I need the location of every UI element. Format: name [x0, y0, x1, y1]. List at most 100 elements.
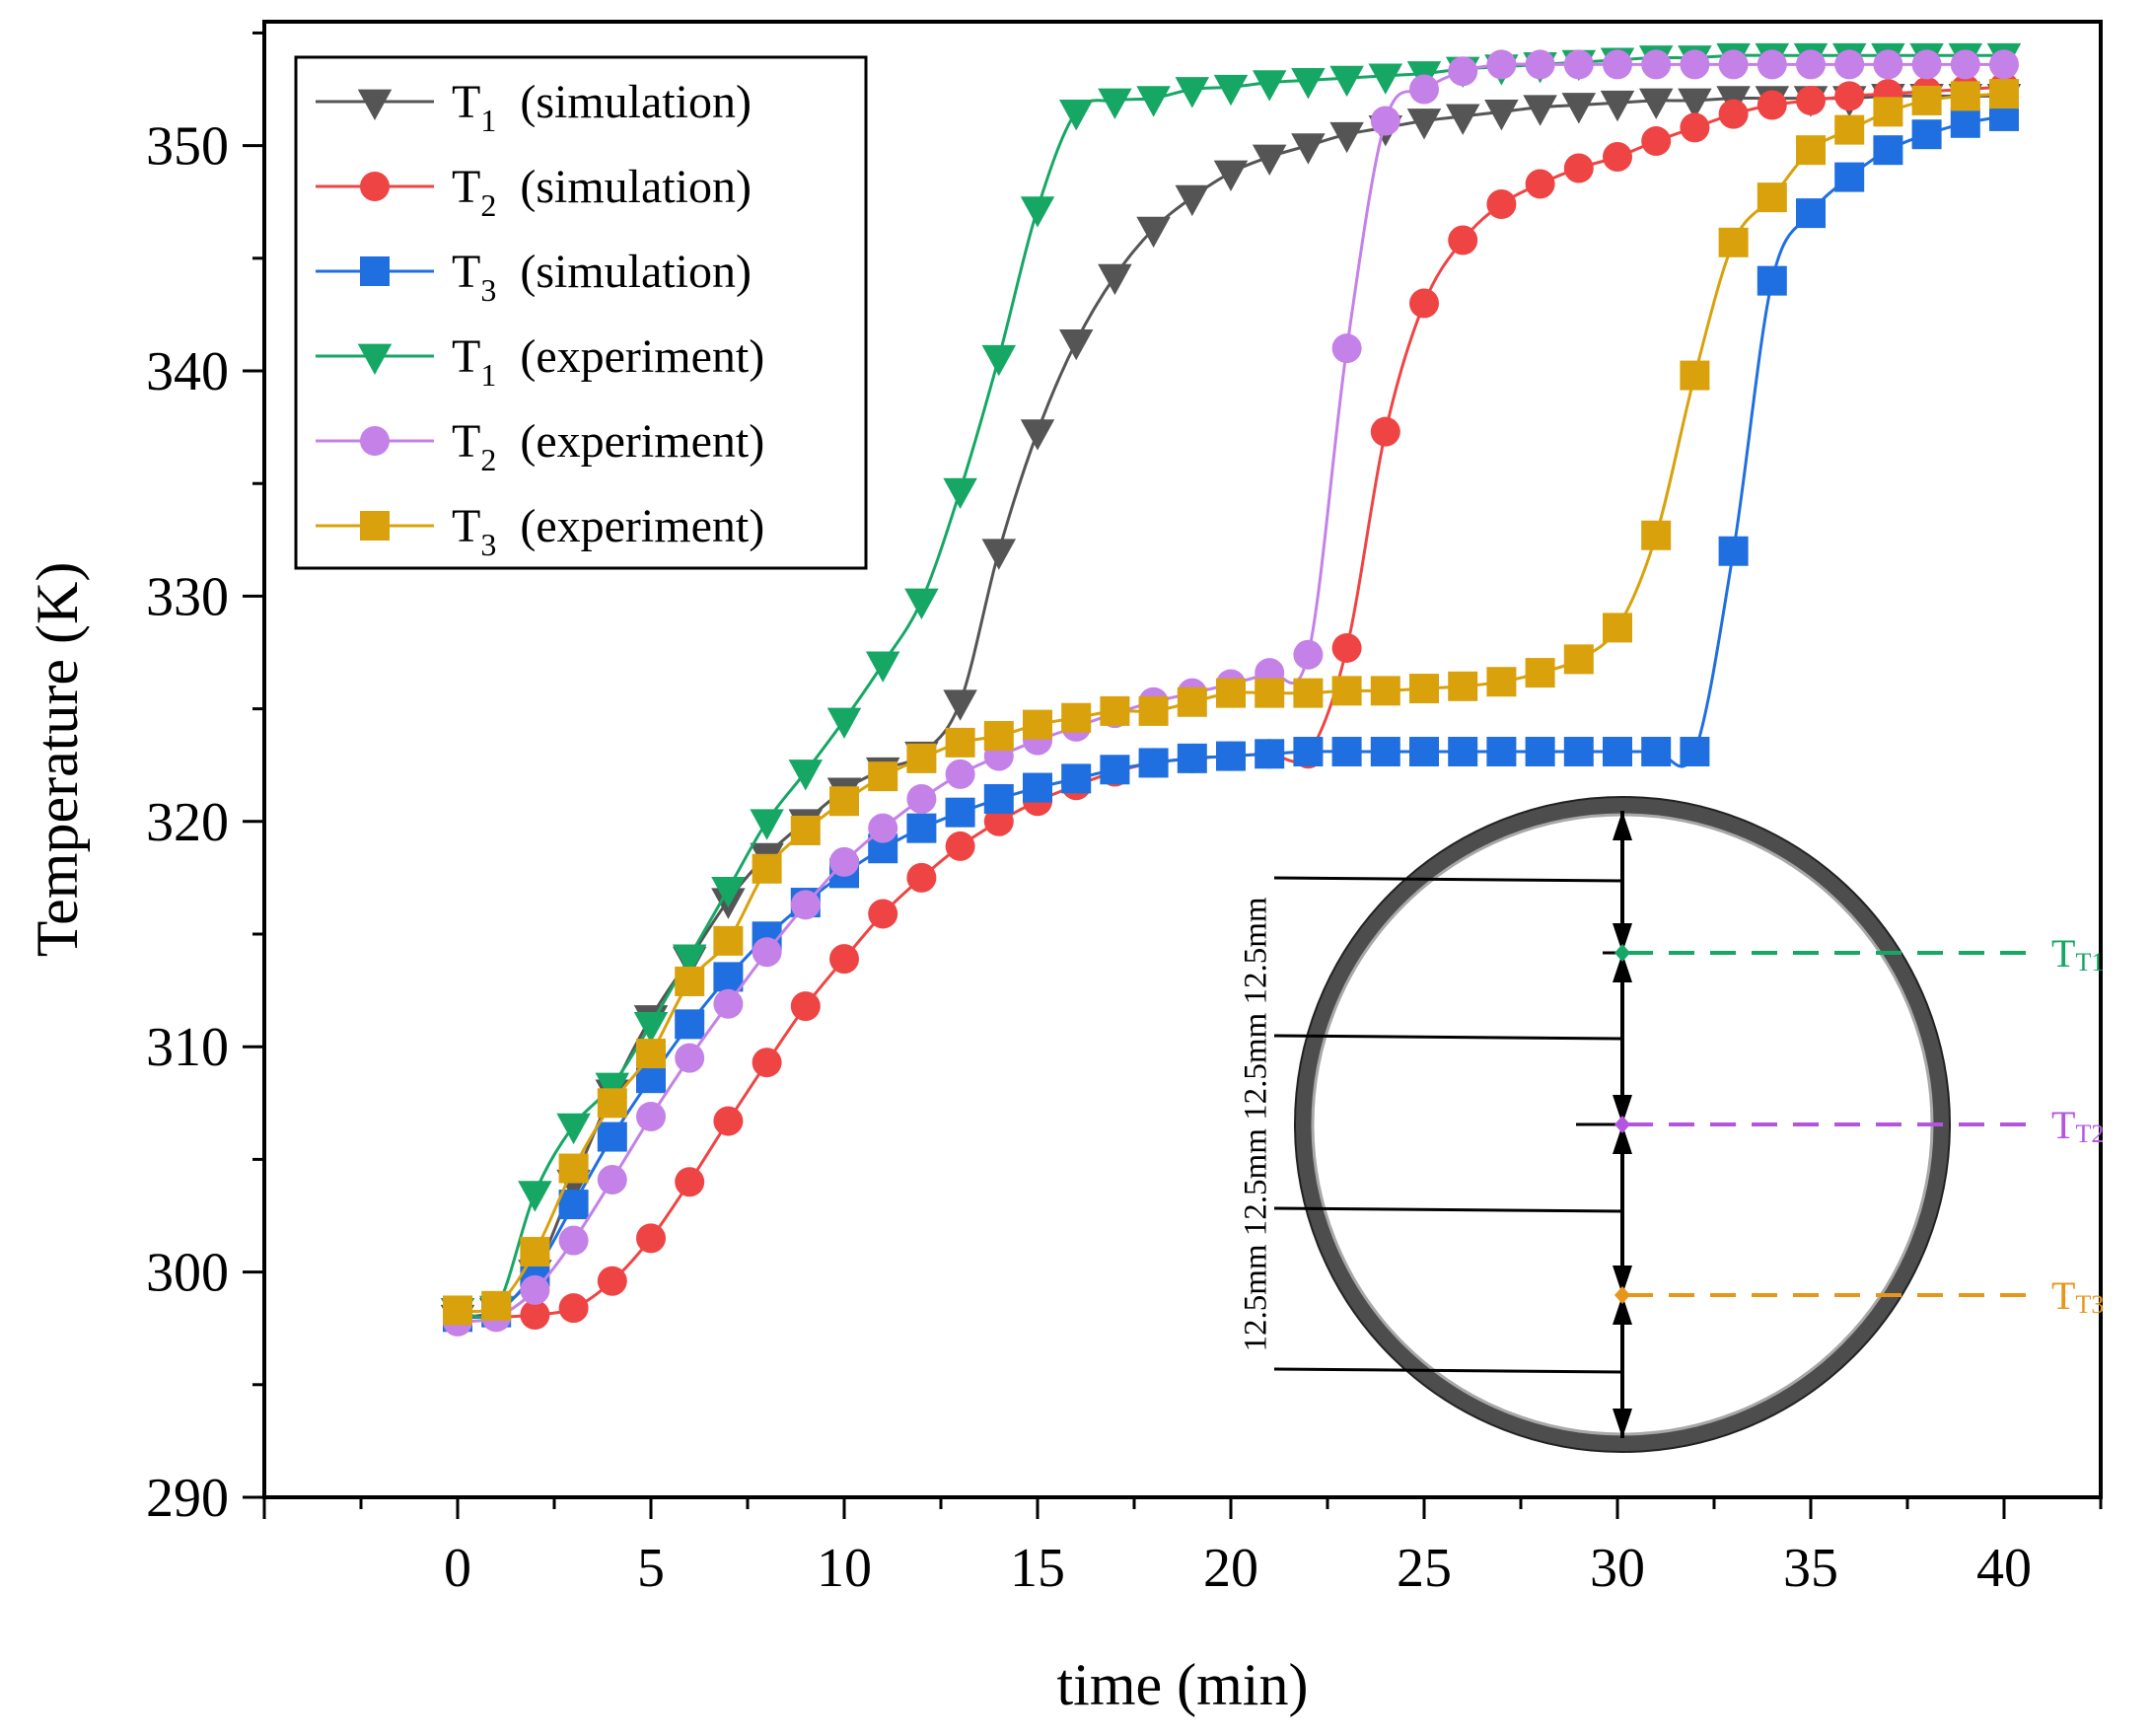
data-point — [1023, 772, 1052, 803]
data-point — [826, 707, 862, 740]
data-point — [1255, 678, 1285, 708]
arrowhead — [1613, 1266, 1632, 1295]
data-point — [1175, 184, 1210, 217]
data-point — [1757, 182, 1787, 213]
inset-leader-lines — [1273, 876, 1652, 1374]
series-t3-experiment — [443, 79, 2019, 1326]
data-point — [829, 786, 859, 817]
data-point — [1911, 119, 1942, 150]
data-point — [636, 1223, 666, 1254]
data-point — [868, 899, 898, 929]
sensor-label-t3: TT3 — [2051, 1273, 2104, 1319]
x-tick-label: 5 — [637, 1538, 665, 1599]
sensor-label-t1: TT1 — [2051, 931, 2104, 976]
sensor-marker-t2: TT2 — [1614, 1103, 2104, 1148]
data-point — [1448, 225, 1478, 255]
data-point — [1680, 360, 1710, 391]
data-point — [1136, 86, 1171, 117]
sensor-label-t2: TT2 — [2051, 1103, 2104, 1148]
data-point — [1061, 763, 1092, 794]
y-tick-label: 320 — [146, 792, 229, 853]
data-point — [1058, 328, 1094, 361]
data-point — [520, 1299, 550, 1330]
data-point — [1563, 49, 1594, 80]
x-tick-label: 35 — [1783, 1538, 1838, 1599]
sensor-dot-t1 — [1614, 944, 1630, 962]
data-point — [945, 759, 975, 789]
data-point — [675, 966, 705, 996]
data-point — [518, 1181, 552, 1212]
data-point — [1641, 737, 1672, 767]
data-point — [1796, 135, 1826, 166]
x-axis-title: time (min) — [1057, 1652, 1309, 1717]
data-point — [1406, 108, 1442, 140]
data-point — [1448, 737, 1478, 767]
y-axis-title: Temperature (K) — [25, 562, 90, 958]
data-point — [711, 876, 746, 908]
data-point — [1950, 108, 1980, 138]
data-point — [868, 813, 898, 843]
data-point — [1370, 416, 1400, 447]
data-point — [556, 1113, 591, 1145]
legend-box — [294, 55, 868, 570]
data-point — [1600, 90, 1635, 122]
data-point — [1098, 263, 1132, 296]
data-point — [1873, 49, 1903, 80]
data-point — [1331, 632, 1362, 663]
data-point — [829, 846, 859, 877]
data-point — [1603, 142, 1632, 173]
data-point — [945, 797, 975, 828]
data-point — [1796, 85, 1826, 115]
data-point — [520, 1274, 550, 1305]
data-point — [1603, 49, 1632, 80]
data-point — [481, 1290, 512, 1321]
data-point — [1255, 739, 1285, 769]
data-point — [1873, 135, 1903, 166]
data-point — [1329, 65, 1364, 98]
data-point — [906, 743, 937, 773]
x-tick-label: 20 — [1203, 1538, 1258, 1599]
data-point — [1680, 737, 1710, 767]
data-point — [868, 761, 898, 792]
series-layer — [440, 42, 2022, 1337]
data-point — [906, 783, 937, 814]
data-point — [1561, 93, 1597, 124]
data-point — [906, 862, 937, 893]
data-point — [1098, 88, 1132, 119]
data-point — [829, 944, 859, 975]
data-point — [904, 588, 939, 619]
data-point — [597, 1164, 627, 1194]
data-point — [1989, 79, 2019, 109]
legend-swatch-marker — [360, 511, 390, 541]
data-point — [1100, 755, 1130, 785]
data-point — [1641, 126, 1672, 157]
data-point — [1409, 74, 1439, 105]
data-point — [1834, 114, 1865, 145]
arrowhead — [1613, 1409, 1632, 1438]
data-point — [1834, 162, 1865, 192]
leader-line — [1273, 1034, 1623, 1041]
y-tick-label: 290 — [146, 1468, 229, 1529]
data-point — [1138, 695, 1169, 726]
data-point — [558, 1293, 589, 1324]
y-tick-label: 330 — [146, 566, 229, 627]
data-point — [752, 937, 782, 968]
axes: 0 5 10 15 20 25 30 35 40 290 300 310 320 330 340 350 tim… — [25, 31, 2103, 1717]
data-point — [1331, 737, 1362, 767]
x-tick-label: 40 — [1976, 1538, 2032, 1599]
data-point — [1950, 49, 1980, 80]
data-point — [1368, 63, 1403, 95]
data-point — [1486, 737, 1517, 767]
series-t3-simulation — [443, 101, 2019, 1333]
legend-swatch-marker — [357, 89, 393, 120]
data-point — [790, 815, 821, 845]
data-point — [790, 890, 821, 920]
arrowhead — [1613, 811, 1632, 840]
plot-area — [262, 20, 2103, 1499]
data-point — [1177, 743, 1207, 773]
x-tick-label: 25 — [1397, 1538, 1452, 1599]
data-point — [1796, 49, 1826, 80]
data-point — [1061, 702, 1092, 733]
data-point — [1950, 81, 1980, 111]
